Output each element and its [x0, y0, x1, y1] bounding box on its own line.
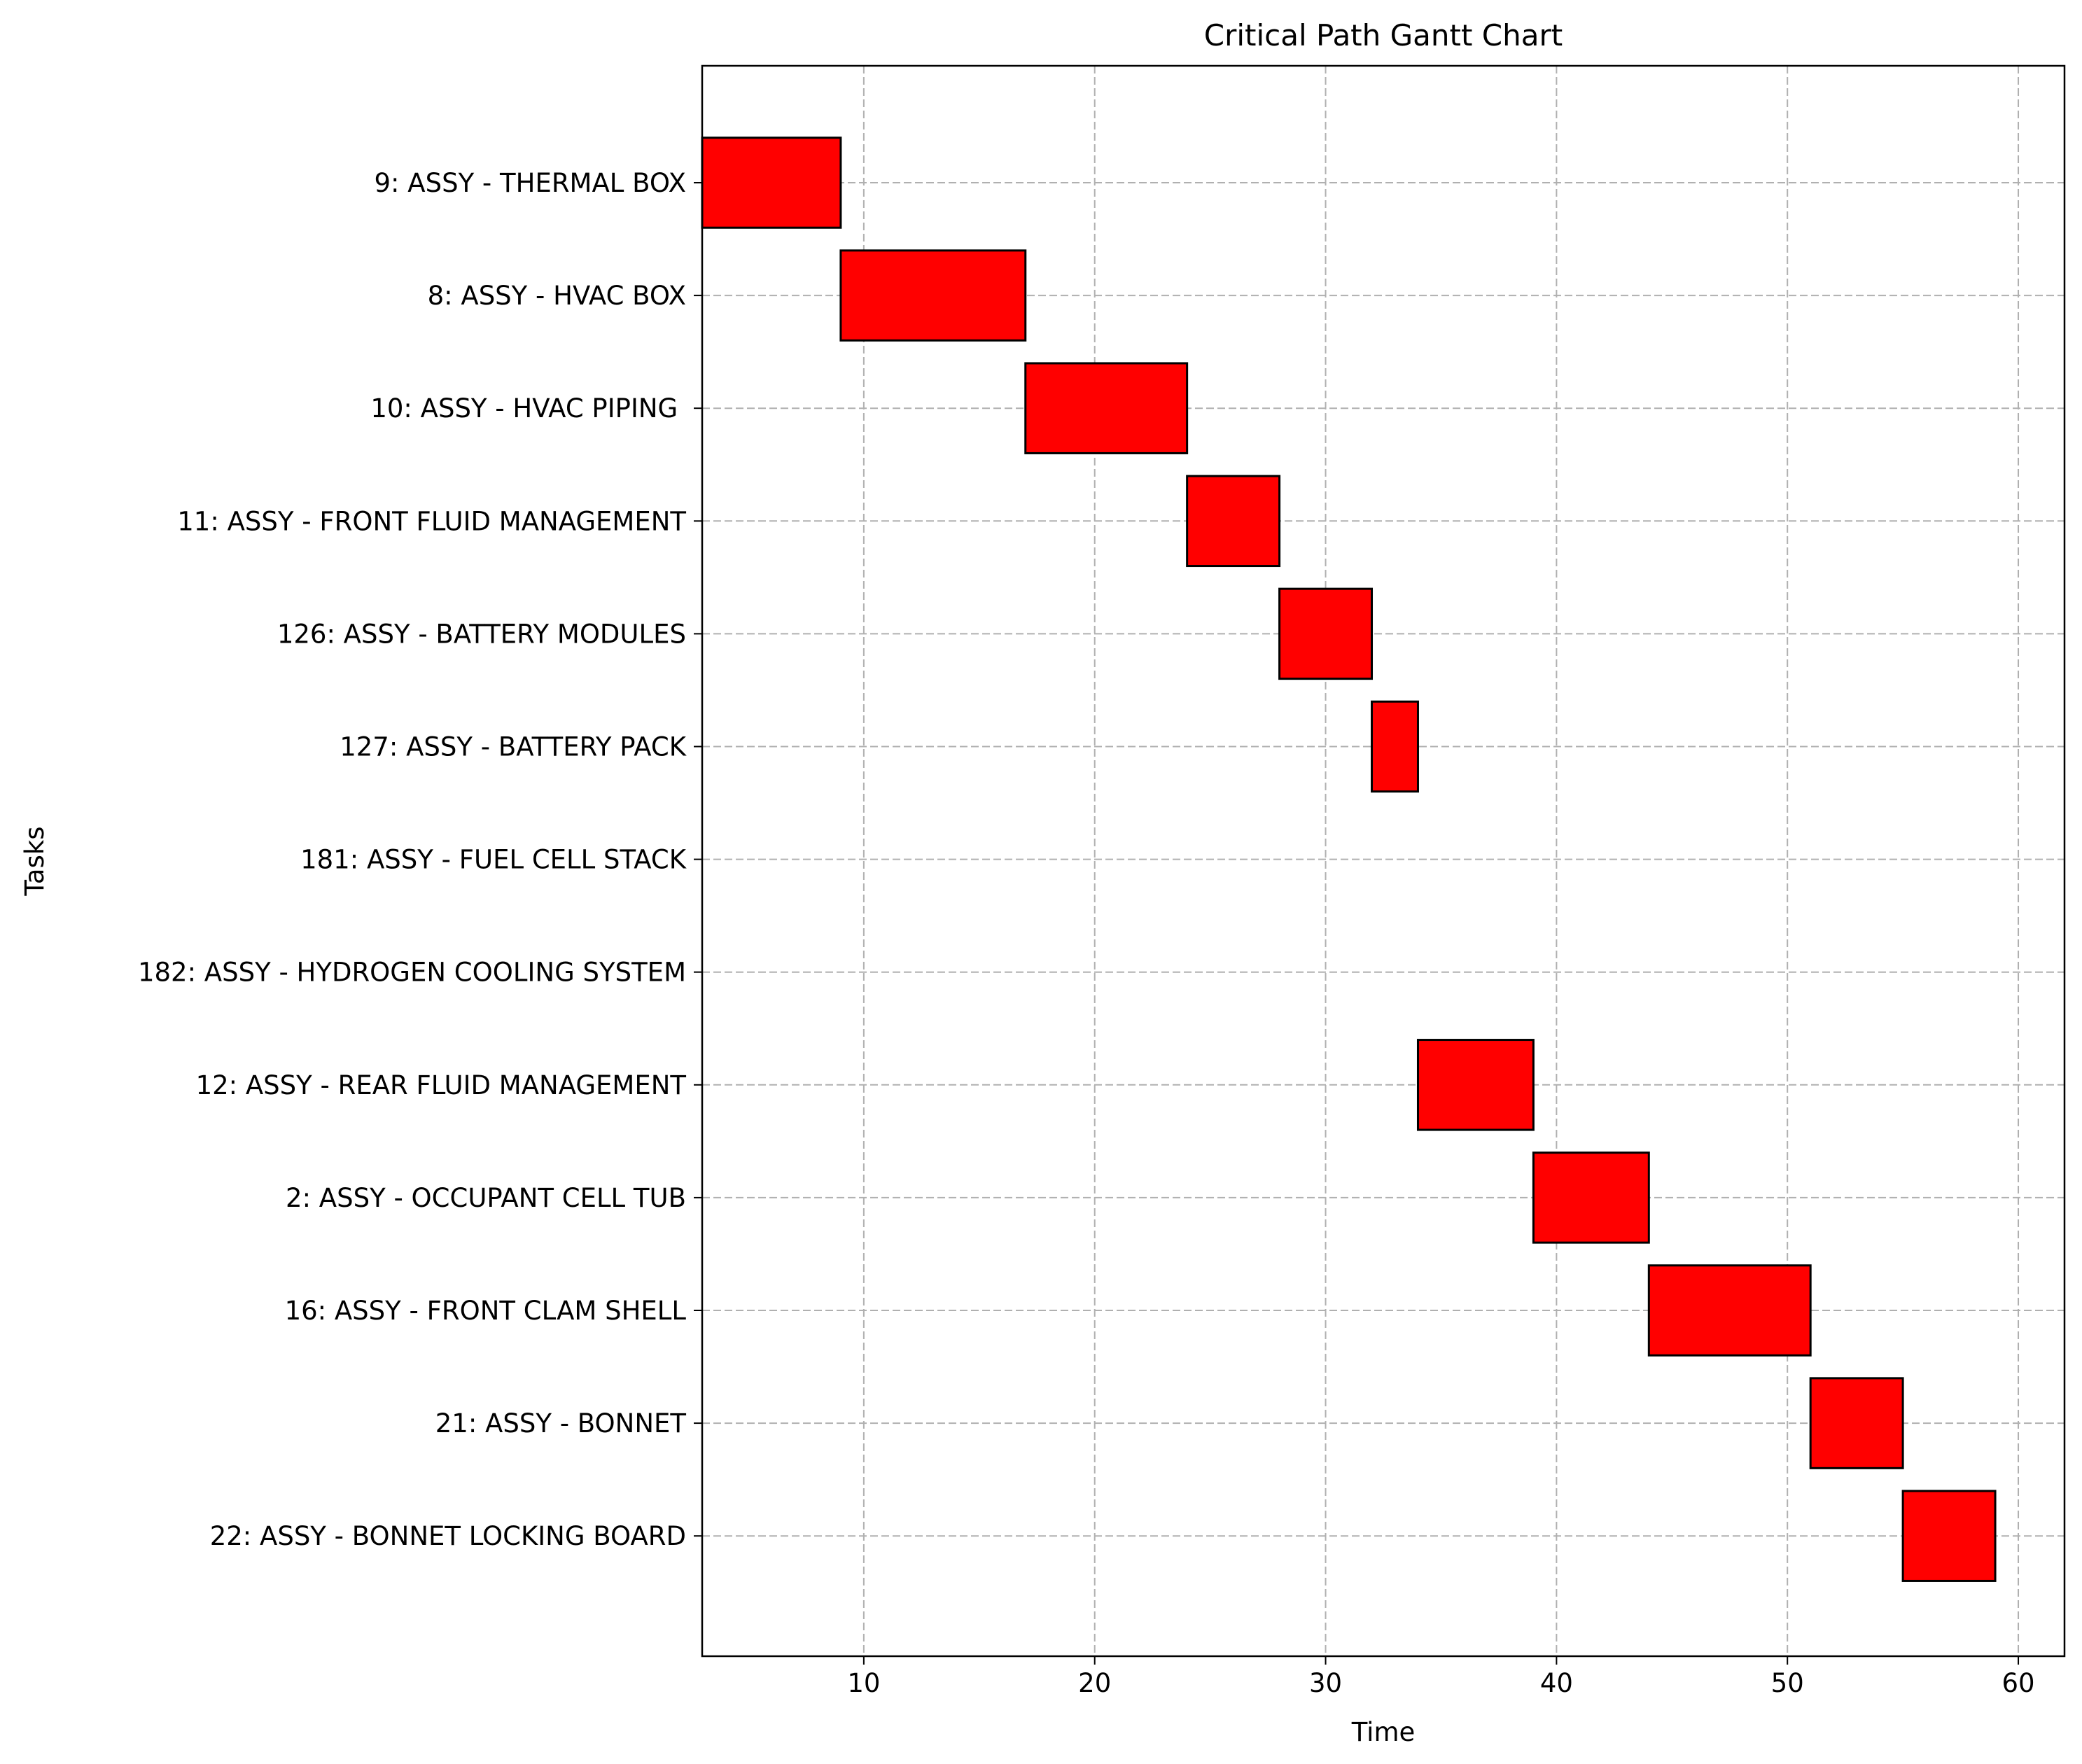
task-label: 8: ASSY - HVAC BOX [428, 281, 686, 311]
task-bar [1371, 700, 1419, 793]
task-bar [1278, 587, 1374, 680]
task-label: 2: ASSY - OCCUPANT CELL TUB [286, 1183, 686, 1213]
x-tick-label: 20 [1078, 1668, 1111, 1698]
task-label: 181: ASSY - FUEL CELL STACK [300, 845, 687, 875]
y-axis-ticks: 9: ASSY - THERMAL BOX 8: ASSY - HVAC BOX 1… [138, 168, 702, 1551]
task-bar [701, 136, 842, 229]
x-tick-label: 40 [1540, 1668, 1573, 1698]
task-label: 9: ASSY - THERMAL BOX [375, 168, 686, 198]
y-axis-label: Tasks [20, 826, 50, 896]
task-label: 10: ASSY - HVAC PIPING [370, 393, 686, 424]
bars-layer [701, 136, 1997, 1582]
task-bar [1024, 362, 1189, 454]
x-axis-ticks: 10 20 30 40 50 60 [847, 1656, 2035, 1698]
task-label: 12: ASSY - REAR FLUID MANAGEMENT [196, 1070, 687, 1100]
task-bar [1532, 1152, 1650, 1244]
x-tick-label: 30 [1309, 1668, 1342, 1698]
plot-frame [701, 64, 2066, 1658]
task-label: 126: ASSY - BATTERY MODULES [277, 619, 686, 649]
task-bar [1901, 1490, 1997, 1582]
task-label: 21: ASSY - BONNET [435, 1408, 687, 1438]
task-label: 127: ASSY - BATTERY PACK [340, 732, 687, 762]
task-label: 11: ASSY - FRONT FLUID MANAGEMENT [177, 506, 686, 536]
x-tick-label: 60 [2001, 1668, 2034, 1698]
x-tick-label: 50 [1771, 1668, 1804, 1698]
task-bar [1809, 1377, 1904, 1469]
task-label: 22: ASSY - BONNET LOCKING BOARD [210, 1521, 686, 1551]
chart-title: Critical Path Gantt Chart [1204, 18, 1563, 52]
task-label: 16: ASSY - FRONT CLAM SHELL [285, 1296, 687, 1326]
task-bar [1186, 475, 1281, 568]
x-tick-label: 10 [847, 1668, 880, 1698]
x-axis-label: Time [1351, 1717, 1416, 1747]
task-bar [1647, 1264, 1812, 1357]
task-bar [1416, 1039, 1535, 1131]
task-bar [839, 249, 1027, 342]
task-label: 182: ASSY - HYDROGEN COOLING SYSTEM [138, 958, 686, 988]
